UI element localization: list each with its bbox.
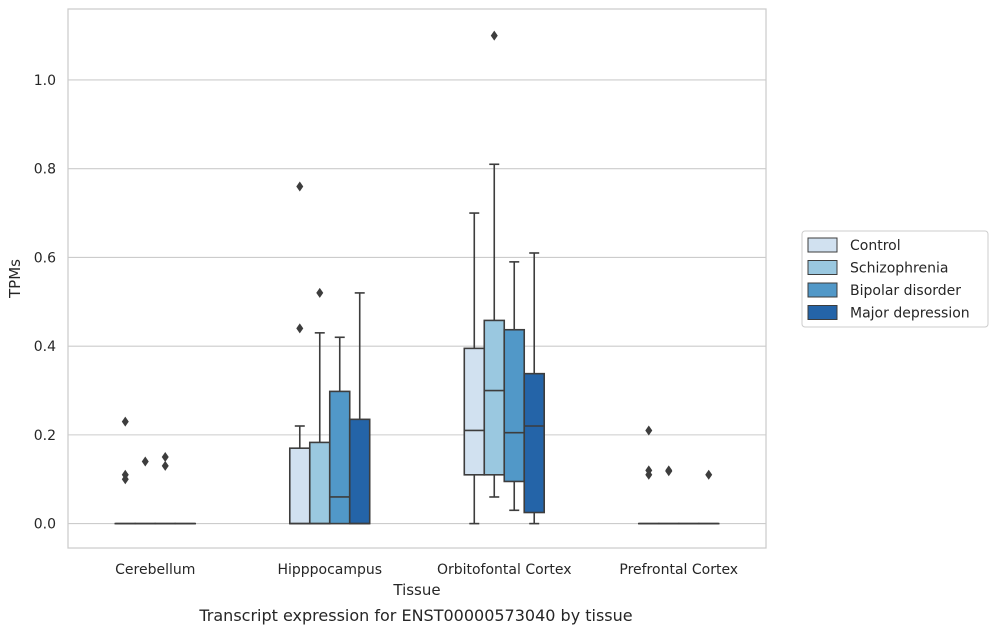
figure-caption: Transcript expression for ENST0000057304…: [199, 606, 633, 625]
box-body: [483, 319, 506, 476]
y-tick-label: 0.8: [34, 162, 56, 178]
outlier-point: [161, 460, 169, 471]
box-0-2: [154, 452, 177, 525]
outlier-point: [161, 452, 169, 463]
x-tick-label: Cerebellum: [115, 562, 195, 578]
y-tick-labels: 0.0 0.2 0.4 0.6 0.8 1.0: [34, 73, 56, 533]
box-1-3: [348, 292, 371, 525]
legend-label: Control: [850, 238, 901, 254]
box-plot-series: [114, 30, 720, 525]
box-1-2: [328, 336, 351, 525]
box-body: [328, 390, 351, 525]
legend: Control Schizophrenia Bipolar disorder Majo…: [801, 230, 989, 328]
box-2-3: [523, 252, 546, 525]
outlier-point: [296, 323, 304, 334]
box-body: [348, 418, 371, 525]
outlier-point: [316, 287, 324, 298]
legend-swatch: [807, 237, 838, 253]
legend-swatch: [807, 282, 838, 298]
box-3-3: [697, 469, 720, 525]
outlier-point: [645, 469, 653, 480]
box-body: [288, 447, 311, 525]
outlier-point: [121, 474, 129, 485]
box-0-0: [114, 416, 137, 525]
box-1-0: [288, 181, 311, 525]
outlier-point: [645, 425, 653, 436]
box-2-0: [463, 212, 486, 525]
outlier-point: [490, 30, 498, 41]
box-body: [308, 441, 331, 525]
box-0-1: [134, 456, 157, 525]
y-tick-label: 0.6: [34, 250, 56, 266]
y-axis-title: TPMs: [6, 259, 24, 299]
x-tick-label: Prefrontal Cortex: [619, 562, 738, 578]
outlier-point: [665, 466, 673, 477]
x-tick-label: Orbitofontal Cortex: [437, 562, 572, 578]
plot-frame: [67, 8, 767, 549]
x-axis-title: Tissue: [392, 581, 440, 599]
box-body: [523, 372, 546, 514]
legend-frame: [801, 230, 989, 328]
outlier-point: [121, 416, 129, 427]
grid-lines: [68, 79, 766, 525]
box-3-1: [657, 465, 680, 525]
y-tick-label: 0.0: [34, 517, 56, 533]
box-1-1: [308, 287, 331, 525]
outlier-point: [705, 469, 713, 480]
x-tick-labels: Cerebellum Hipppocampus Orbitofontal Corte…: [115, 562, 738, 578]
legend-swatch: [807, 305, 838, 320]
x-tick-label: Hipppocampus: [277, 562, 382, 578]
legend-label: Bipolar disorder: [850, 283, 961, 299]
legend-label: Major depression: [850, 306, 970, 322]
legend-swatch: [807, 260, 838, 275]
box-2-1: [483, 30, 506, 498]
box-3-0: [637, 425, 660, 525]
box-2-2: [503, 261, 526, 512]
box-body: [463, 347, 486, 476]
outlier-point: [296, 181, 304, 192]
y-tick-label: 1.0: [34, 73, 56, 89]
legend-label: Schizophrenia: [850, 261, 948, 277]
box-body: [503, 328, 526, 483]
y-tick-label: 0.4: [34, 339, 56, 355]
outlier-point: [141, 456, 149, 467]
y-tick-label: 0.2: [34, 428, 56, 444]
